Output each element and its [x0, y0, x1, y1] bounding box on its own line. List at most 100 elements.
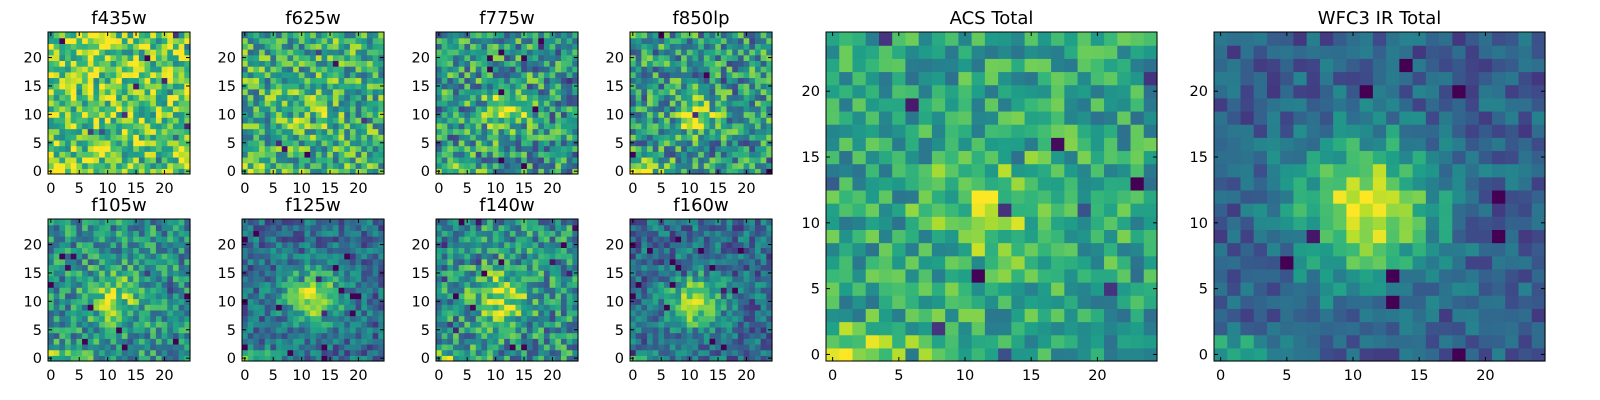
heatmap-cell	[521, 60, 528, 67]
heatmap-cell	[698, 71, 705, 79]
heatmap-cell	[167, 309, 174, 317]
heatmap-cell	[543, 343, 551, 351]
heatmap-cell	[48, 275, 55, 283]
heatmap-cell	[270, 37, 277, 44]
heatmap-cell	[560, 156, 568, 164]
heatmap-cell	[664, 105, 671, 113]
heatmap-cell	[515, 94, 522, 101]
heatmap-cell	[532, 338, 539, 345]
heatmap-cell	[361, 338, 368, 345]
heatmap-cell	[647, 298, 654, 305]
heatmap-cell	[242, 287, 249, 294]
heatmap-cell	[470, 315, 477, 322]
heatmap-cell	[641, 66, 648, 73]
heatmap-cell	[566, 151, 573, 158]
heatmap-cell	[647, 281, 654, 288]
heatmap-cell	[332, 241, 340, 248]
heatmap-cell	[138, 298, 146, 305]
heatmap-cell	[287, 66, 294, 73]
heatmap-cell	[310, 332, 317, 339]
heatmap-cell	[93, 338, 100, 345]
heatmap-cell	[498, 241, 505, 248]
heatmap-cell	[441, 60, 448, 67]
heatmap-cell	[686, 83, 694, 90]
heatmap-cell	[59, 139, 66, 147]
heatmap-cell	[270, 281, 277, 288]
heatmap-cell	[104, 270, 112, 277]
heatmap-cell	[555, 270, 562, 277]
heatmap-cell	[555, 37, 562, 44]
heatmap-cell	[178, 60, 185, 67]
heatmap-cell	[99, 343, 106, 351]
heatmap-cell	[492, 230, 500, 237]
heatmap-cell	[321, 281, 328, 288]
heatmap-cell	[378, 343, 385, 351]
heatmap-cell	[110, 287, 117, 294]
heatmap-cell	[355, 247, 362, 254]
heatmap-cell	[709, 122, 716, 130]
heatmap-cell	[65, 162, 72, 169]
heatmap-cell	[59, 54, 66, 61]
heatmap-cell	[436, 162, 443, 169]
heatmap-cell	[372, 122, 379, 130]
heatmap-cell	[372, 343, 379, 351]
heatmap-cell	[253, 156, 260, 164]
heatmap-cell	[167, 326, 174, 334]
heatmap-cell	[464, 77, 471, 84]
heatmap-cell	[681, 134, 688, 141]
heatmap-cell	[378, 219, 385, 226]
heatmap-cell	[121, 162, 129, 169]
heatmap-cell	[138, 343, 146, 351]
heatmap-cell	[641, 162, 648, 169]
heatmap-cell	[99, 281, 106, 288]
heatmap-cell	[521, 321, 528, 328]
heatmap-cell	[481, 156, 488, 164]
panel-title: f625w	[285, 8, 340, 29]
heatmap-cell	[709, 304, 716, 311]
heatmap-cell	[53, 292, 60, 300]
heatmap-cell	[498, 292, 505, 300]
heatmap-cell	[247, 292, 254, 300]
heatmap-cell	[70, 83, 77, 90]
heatmap-cell	[766, 304, 773, 311]
heatmap-cell	[87, 94, 95, 101]
heatmap-cell	[538, 298, 545, 305]
heatmap-cell	[549, 145, 556, 152]
heatmap-cell	[538, 162, 545, 169]
x-tick-label: 20	[543, 368, 561, 384]
heatmap-cell	[53, 66, 60, 73]
heatmap-cell	[76, 134, 83, 141]
heatmap-cell	[560, 219, 568, 226]
heatmap-cell	[281, 338, 289, 345]
heatmap-cell	[481, 332, 488, 339]
heatmap-cell	[720, 83, 728, 90]
heatmap-cell	[93, 343, 100, 351]
heatmap-cell	[453, 168, 460, 175]
heatmap-cell	[555, 83, 562, 90]
heatmap-cell	[110, 77, 117, 84]
heatmap-cell	[150, 275, 157, 283]
heatmap-cell	[453, 49, 460, 56]
heatmap-cell	[127, 281, 134, 288]
heatmap-cell	[715, 128, 722, 135]
heatmap-cell	[652, 287, 659, 294]
heatmap-cell	[87, 134, 95, 141]
heatmap-cell	[59, 105, 66, 113]
heatmap-cell	[549, 128, 556, 135]
heatmap-cell	[315, 134, 323, 141]
heatmap-cell	[720, 100, 728, 107]
heatmap-cell	[127, 332, 134, 339]
heatmap-cell	[82, 111, 89, 118]
heatmap-cell	[59, 292, 66, 300]
heatmap-cell	[470, 49, 477, 56]
heatmap-cell	[332, 43, 340, 50]
heatmap-cell	[127, 54, 134, 61]
heatmap-cell	[155, 145, 163, 152]
heatmap-cell	[647, 43, 654, 50]
heatmap-cell	[184, 162, 191, 169]
heatmap-cell	[464, 83, 471, 90]
heatmap-cell	[441, 219, 448, 226]
heatmap-cell	[344, 219, 351, 226]
heatmap-cell	[715, 304, 722, 311]
heatmap-cell	[87, 111, 95, 118]
